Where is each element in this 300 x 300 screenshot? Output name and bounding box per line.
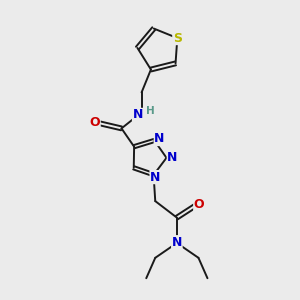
- Text: N: N: [154, 133, 165, 146]
- Text: N: N: [172, 236, 182, 249]
- Text: N: N: [150, 171, 160, 184]
- Text: H: H: [146, 106, 155, 116]
- Text: O: O: [89, 116, 100, 129]
- Text: O: O: [194, 198, 204, 211]
- Text: N: N: [133, 108, 143, 122]
- Text: N: N: [167, 151, 178, 164]
- Text: S: S: [173, 32, 182, 45]
